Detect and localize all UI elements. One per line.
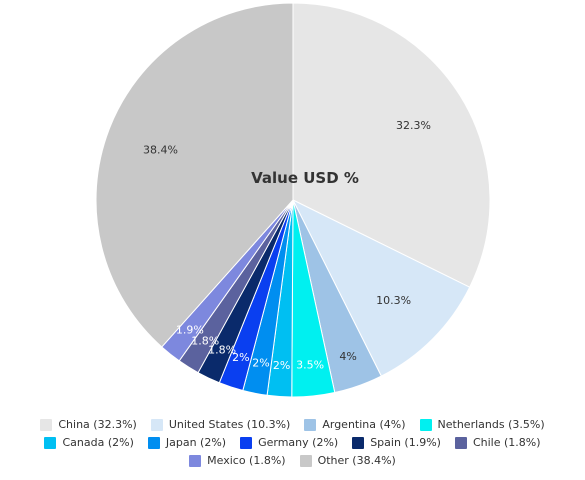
legend-item-china[interactable]: China (32.3%) bbox=[40, 418, 137, 431]
legend-label: Other (38.4%) bbox=[317, 454, 396, 467]
legend-swatch bbox=[352, 436, 365, 449]
slice-label-other: 38.4% bbox=[143, 143, 178, 156]
legend-swatch bbox=[147, 436, 160, 449]
legend-item-spain[interactable]: Spain (1.9%) bbox=[352, 436, 441, 449]
legend-item-netherlands[interactable]: Netherlands (3.5%) bbox=[419, 418, 545, 431]
legend-item-japan[interactable]: Japan (2%) bbox=[147, 436, 227, 449]
legend-swatch bbox=[419, 418, 432, 431]
legend-label: Germany (2%) bbox=[258, 436, 339, 449]
legend-swatch bbox=[299, 454, 312, 467]
slice-label-netherlands: 3.5% bbox=[296, 359, 324, 372]
pie-slice-china bbox=[292, 2, 491, 288]
chart-legend: China (32.3%) United States (10.3%) Argent… bbox=[0, 418, 585, 467]
slice-label-united-states: 10.3% bbox=[376, 294, 411, 307]
legend-item-germany[interactable]: Germany (2%) bbox=[240, 436, 338, 449]
legend-item-canada[interactable]: Canada (2%) bbox=[44, 436, 134, 449]
legend-swatch bbox=[189, 454, 202, 467]
slice-label-mexico: 1.9% bbox=[176, 324, 204, 337]
legend-item-other[interactable]: Other (38.4%) bbox=[299, 454, 396, 467]
legend-item-mexico[interactable]: Mexico (1.8%) bbox=[189, 454, 286, 467]
legend-label: Argentina (4%) bbox=[322, 418, 406, 431]
legend-label: United States (10.3%) bbox=[168, 418, 291, 431]
legend-swatch bbox=[40, 418, 53, 431]
legend-label: China (32.3%) bbox=[58, 418, 137, 431]
slice-label-japan: 2% bbox=[252, 356, 269, 369]
slices bbox=[95, 2, 491, 398]
legend-item-chile[interactable]: Chile (1.8%) bbox=[454, 436, 541, 449]
legend-item-argentina[interactable]: Argentina (4%) bbox=[304, 418, 406, 431]
pie-slice-other bbox=[95, 2, 294, 348]
pie-slice-united-states bbox=[291, 198, 471, 377]
legend-swatch bbox=[304, 418, 317, 431]
legend-swatch bbox=[44, 436, 57, 449]
legend-swatch bbox=[454, 436, 467, 449]
legend-label: Netherlands (3.5%) bbox=[437, 418, 545, 431]
legend-label: Canada (2%) bbox=[62, 436, 134, 449]
slice-label-chile: 1.8% bbox=[191, 334, 219, 347]
slice-labels: 32.3%10.3%4%3.5%2%2%2%1.8%1.8%1.9%38.4% bbox=[143, 119, 431, 372]
legend-label: Japan (2%) bbox=[165, 436, 227, 449]
chart-title: Value USD % bbox=[251, 169, 359, 187]
legend-item-united-states[interactable]: United States (10.3%) bbox=[150, 418, 291, 431]
legend-swatch bbox=[240, 436, 253, 449]
pie-plot: 32.3%10.3%4%3.5%2%2%2%1.8%1.8%1.9%38.4% … bbox=[95, 2, 491, 398]
slice-label-argentina: 4% bbox=[339, 350, 356, 363]
slice-label-germany: 2% bbox=[232, 351, 249, 364]
legend-swatch bbox=[150, 418, 163, 431]
legend-label: Spain (1.9%) bbox=[370, 436, 441, 449]
legend-label: Chile (1.8%) bbox=[472, 436, 541, 449]
slice-label-spain: 1.8% bbox=[208, 344, 236, 357]
legend-label: Mexico (1.8%) bbox=[207, 454, 286, 467]
slice-label-china: 32.3% bbox=[396, 119, 431, 132]
slice-label-canada: 2% bbox=[273, 359, 290, 372]
